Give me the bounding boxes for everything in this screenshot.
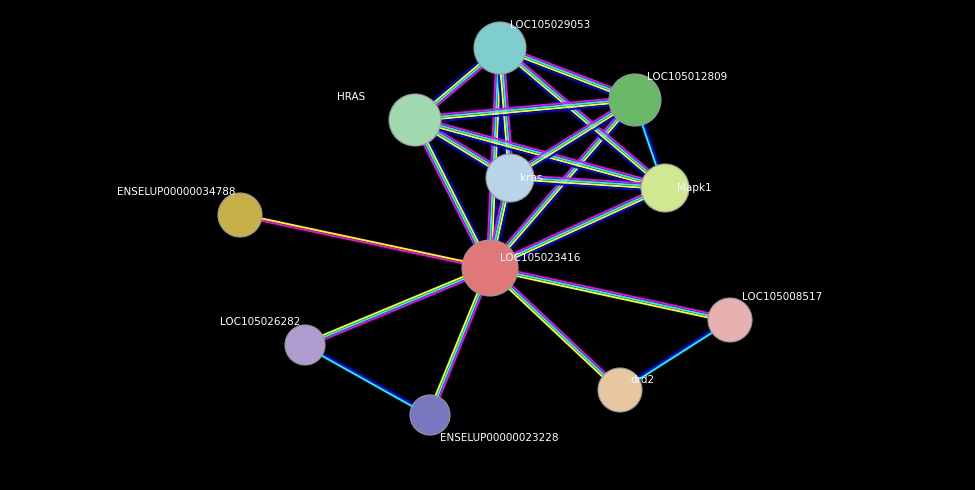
Circle shape bbox=[609, 74, 661, 126]
Text: ENSELUP00000023228: ENSELUP00000023228 bbox=[440, 433, 559, 443]
Circle shape bbox=[598, 368, 642, 412]
Text: drd2: drd2 bbox=[630, 375, 654, 385]
Circle shape bbox=[285, 325, 325, 365]
Text: Mapk1: Mapk1 bbox=[677, 183, 712, 193]
Circle shape bbox=[410, 395, 450, 435]
Text: LOC105026282: LOC105026282 bbox=[219, 317, 300, 327]
Text: kras: kras bbox=[520, 173, 542, 183]
Circle shape bbox=[218, 193, 262, 237]
Circle shape bbox=[708, 298, 752, 342]
Text: LOC105008517: LOC105008517 bbox=[742, 292, 822, 302]
Circle shape bbox=[462, 240, 518, 296]
Text: LOC105029053: LOC105029053 bbox=[510, 20, 590, 30]
Text: LOC105023416: LOC105023416 bbox=[500, 253, 580, 263]
Circle shape bbox=[641, 164, 689, 212]
Circle shape bbox=[474, 22, 526, 74]
Text: LOC105012809: LOC105012809 bbox=[647, 72, 727, 82]
Text: HRAS: HRAS bbox=[336, 92, 365, 102]
Text: ENSELUP00000034788: ENSELUP00000034788 bbox=[116, 187, 235, 197]
Circle shape bbox=[486, 154, 534, 202]
Circle shape bbox=[389, 94, 441, 146]
